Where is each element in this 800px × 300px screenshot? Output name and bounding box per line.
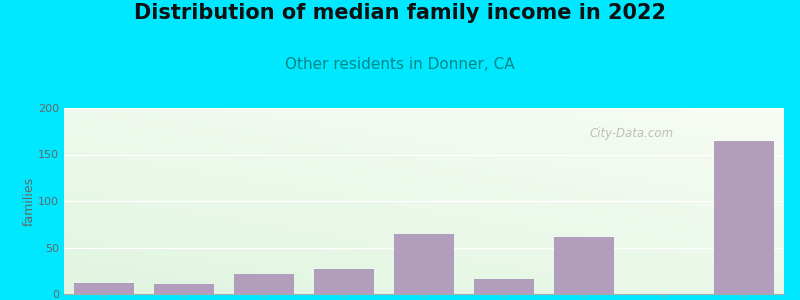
Bar (234, 274, 294, 294)
Bar (74, 283, 134, 294)
Text: City-Data.com: City-Data.com (590, 127, 674, 140)
Bar (394, 233, 454, 294)
Bar (474, 279, 534, 294)
Bar (714, 140, 774, 294)
Text: Distribution of median family income in 2022: Distribution of median family income in … (134, 3, 666, 23)
Bar (314, 269, 374, 294)
Bar (554, 237, 614, 294)
Text: Other residents in Donner, CA: Other residents in Donner, CA (285, 57, 515, 72)
Y-axis label: families: families (22, 176, 35, 226)
Bar (154, 284, 214, 294)
